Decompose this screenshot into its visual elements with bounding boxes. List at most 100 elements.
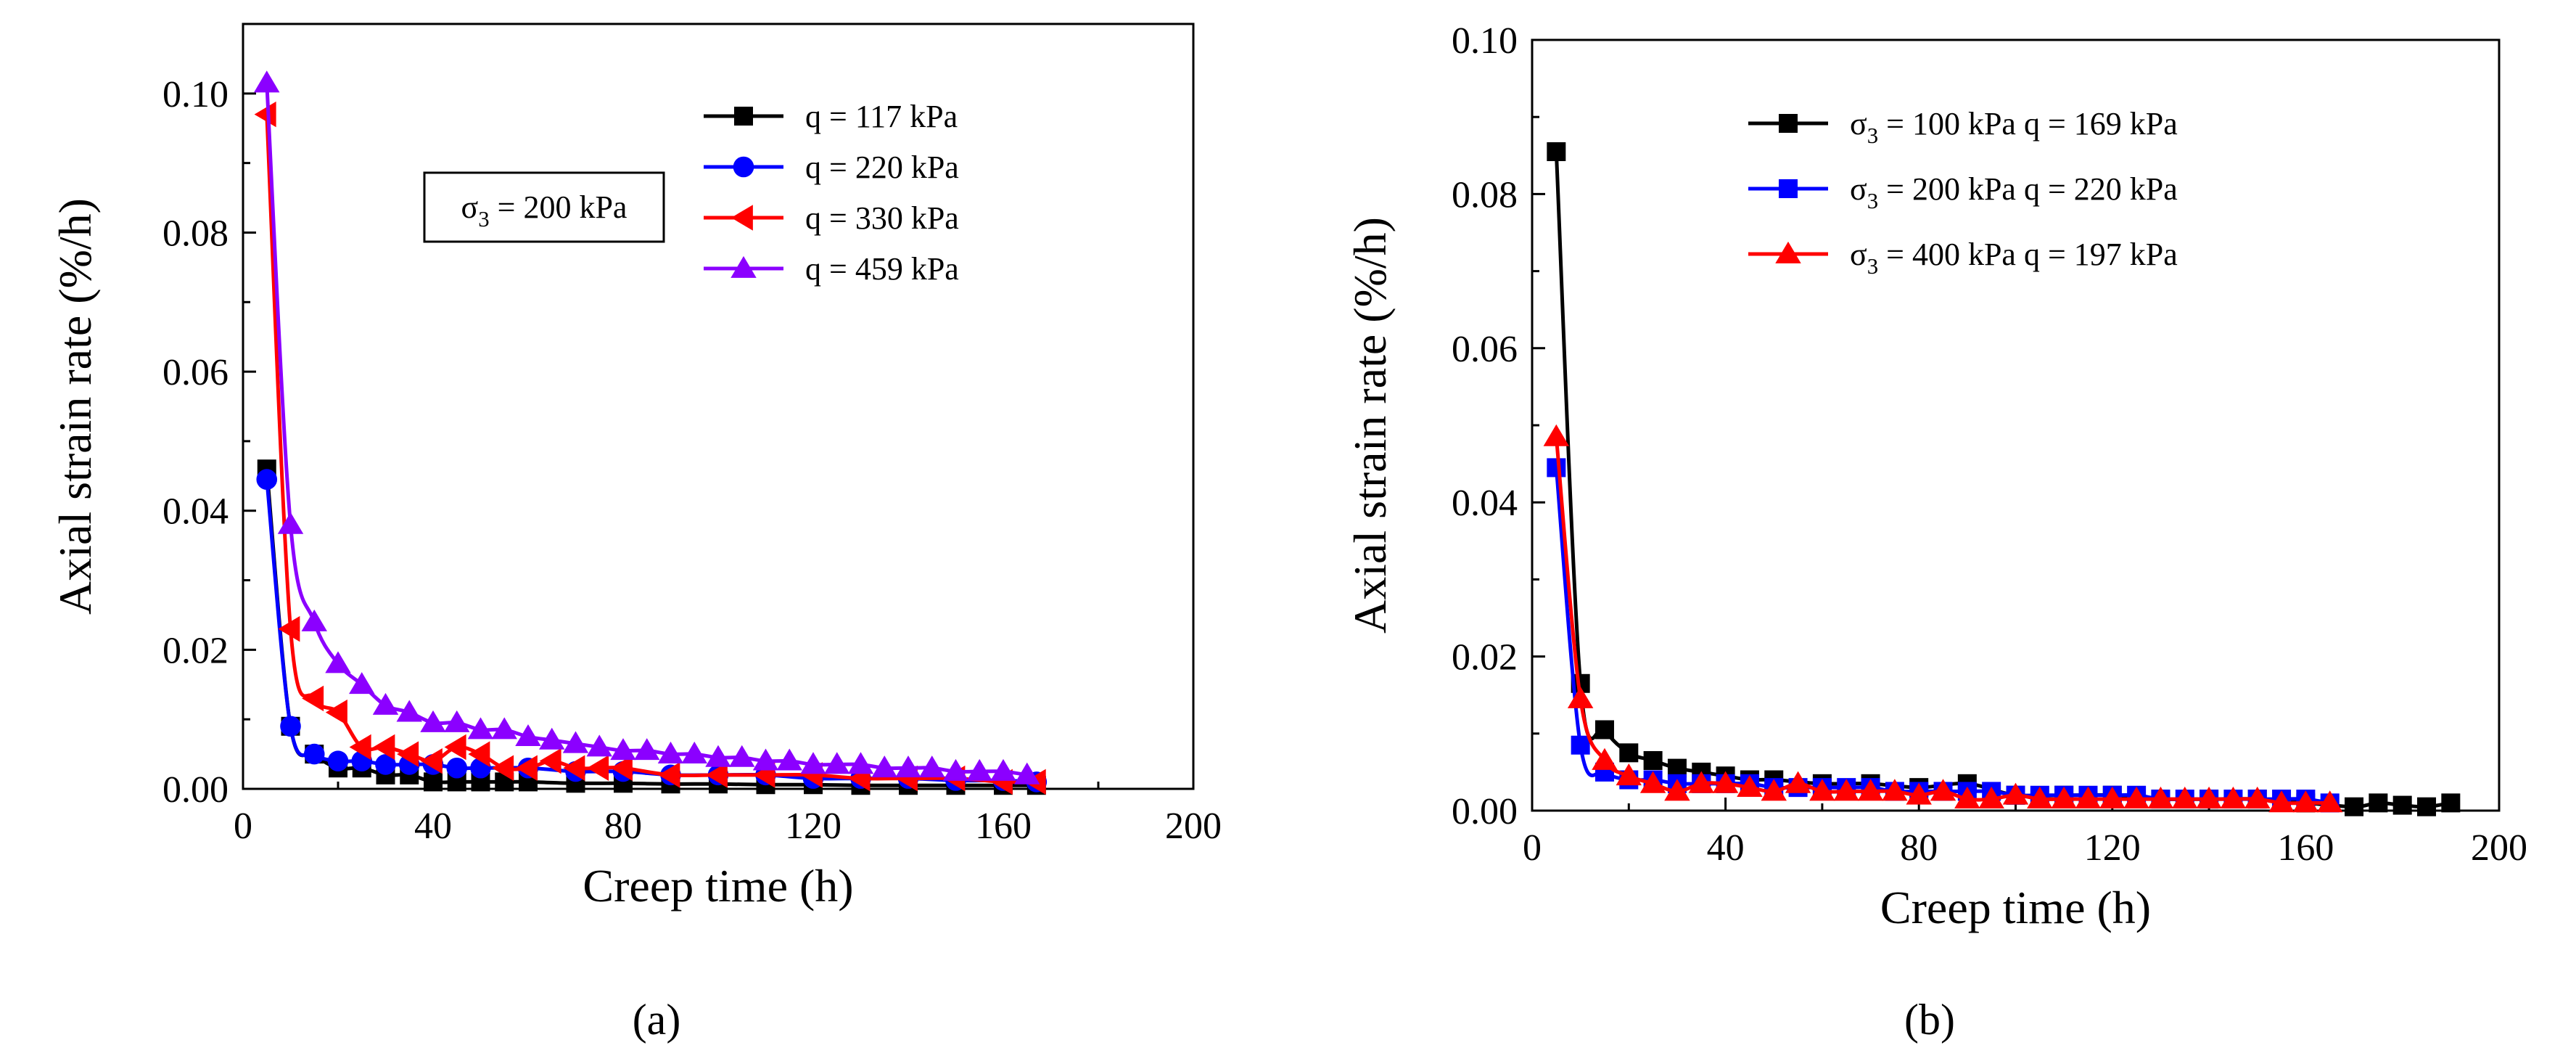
legend-marker	[731, 255, 757, 278]
data-point	[1664, 779, 1690, 801]
data-point	[491, 717, 517, 740]
data-point	[424, 772, 443, 792]
data-point	[2075, 786, 2102, 808]
y-tick-label: 0.04	[162, 491, 229, 533]
data-point	[1930, 779, 1956, 801]
panel-label: (a)	[633, 996, 681, 1044]
data-point	[586, 734, 612, 757]
plot-frame	[242, 22, 1195, 790]
x-tick-label: 80	[604, 806, 642, 847]
data-point	[349, 734, 371, 761]
y-tick-label: 0.10	[162, 74, 229, 115]
data-point	[1014, 762, 1040, 785]
y-axis-title: Axial strain rate (%/h)	[49, 198, 101, 615]
x-tick-label: 120	[785, 806, 841, 847]
x-tick-label: 80	[1900, 827, 1938, 869]
data-point	[2002, 782, 2029, 805]
data-point	[327, 750, 349, 771]
x-tick-label: 200	[1165, 806, 1222, 847]
data-point	[396, 700, 422, 722]
data-point	[2147, 786, 2174, 808]
data-point	[705, 745, 731, 767]
chart-panel-b: 0 40 80 120 160 200 0.00 0.02 0.04 0.06 0.08 0.10 Cr…	[1344, 20, 2527, 1044]
legend-label: q = 117 kPa	[805, 99, 958, 134]
data-point	[2220, 786, 2247, 808]
data-point	[468, 741, 490, 767]
data-point	[325, 651, 351, 673]
legend-marker	[733, 156, 754, 178]
x-axis-title: Creep time (h)	[583, 860, 853, 912]
data-point	[1567, 686, 1594, 708]
data-point	[302, 685, 324, 712]
data-point	[446, 757, 468, 779]
legend-marker	[734, 107, 753, 126]
data-point	[1882, 779, 1908, 801]
data-point	[1712, 771, 1739, 793]
data-point	[1688, 771, 1715, 793]
data-point	[492, 755, 514, 781]
data-point	[420, 710, 446, 732]
panel-label: (b)	[1904, 996, 1955, 1044]
data-point	[349, 672, 375, 695]
data-point	[1594, 720, 1614, 740]
y-tick-label: 0.00	[162, 769, 229, 811]
data-point	[563, 755, 585, 781]
legend-marker	[1779, 114, 1798, 133]
data-point	[254, 101, 276, 128]
x-tick-label: 160	[2277, 827, 2334, 869]
x-tick-label: 40	[1707, 827, 1745, 869]
annotation-text: σ3 = 200 kPa	[461, 189, 627, 232]
data-point	[634, 738, 660, 761]
data-point	[1761, 779, 1787, 801]
data-point	[467, 717, 494, 740]
data-point	[1547, 142, 1566, 161]
series-2	[1547, 458, 2340, 813]
data-point	[705, 762, 728, 788]
data-point	[587, 755, 609, 781]
data-point	[2292, 790, 2319, 813]
data-point	[1543, 424, 1570, 446]
data-point	[942, 758, 969, 781]
data-point	[1639, 771, 1666, 793]
data-point	[515, 755, 538, 781]
y-tick-label: 0.06	[162, 352, 229, 393]
data-point	[1857, 779, 1884, 801]
data-point	[301, 609, 327, 631]
data-point	[776, 748, 802, 771]
series-1	[257, 459, 1046, 795]
data-point	[1906, 782, 1932, 805]
data-point	[1737, 774, 1763, 798]
legend-label: q = 220 kPa	[805, 149, 959, 185]
annotation-box	[423, 171, 665, 243]
legend-label: σ3 = 100 kPa q = 169 kPa	[1850, 106, 2178, 148]
data-point	[847, 752, 874, 774]
data-point	[824, 752, 850, 774]
data-point	[1833, 779, 1859, 801]
legend-label: q = 330 kPa	[805, 200, 959, 236]
data-point	[1547, 458, 1566, 478]
x-tick-label: 0	[1523, 827, 1542, 869]
data-point	[539, 747, 561, 774]
legend-label: q = 459 kPa	[805, 251, 959, 287]
x-tick-label: 120	[2084, 827, 2141, 869]
x-axis-title: Creep time (h)	[1880, 882, 2151, 933]
data-point	[278, 615, 300, 642]
data-point	[372, 692, 399, 715]
data-point	[990, 758, 1016, 781]
legend-marker	[1779, 179, 1798, 198]
data-point	[2441, 793, 2461, 813]
data-point	[1978, 786, 2004, 808]
data-point	[2123, 786, 2149, 808]
data-point	[2099, 786, 2126, 808]
y-tick-label: 0.10	[1452, 20, 1518, 62]
x-tick-label: 160	[975, 806, 1032, 847]
data-point	[657, 741, 684, 763]
y-tick-label: 0.00	[1452, 791, 1518, 832]
data-point	[277, 512, 304, 534]
legend: σ3 = 100 kPa q = 169 kPa σ3 = 200 kPa q =…	[1748, 106, 2178, 279]
series-line	[265, 479, 1037, 784]
data-point	[2345, 797, 2364, 816]
data-point	[254, 70, 280, 93]
data-point	[1571, 735, 1590, 755]
data-point	[325, 699, 347, 726]
